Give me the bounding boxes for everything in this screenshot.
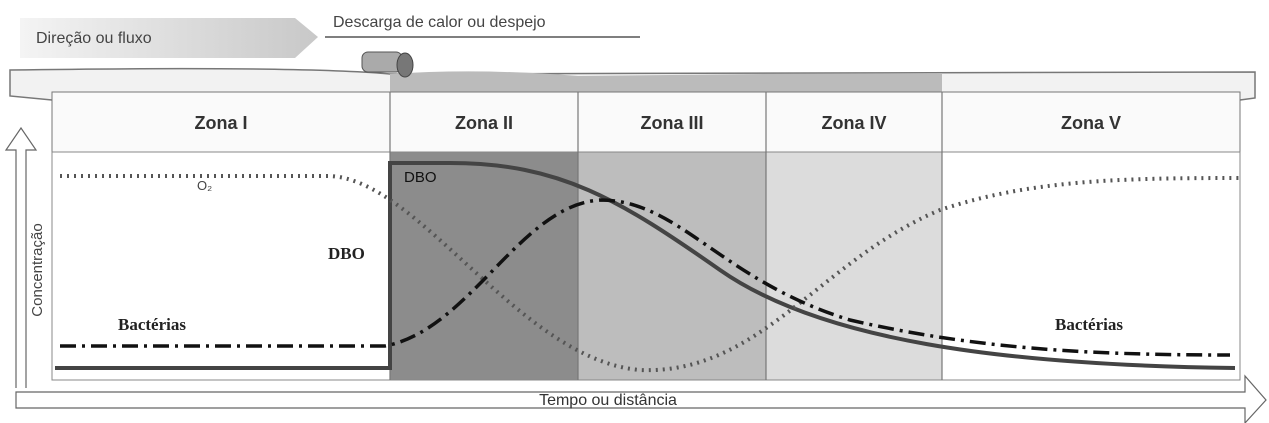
bacteria-curve xyxy=(60,198,1231,357)
zone-shade xyxy=(578,152,766,380)
zone-label: Zona I xyxy=(195,113,248,133)
y-axis-label: Concentração xyxy=(29,223,46,316)
sediment xyxy=(390,71,942,92)
x-axis-label: Tempo ou distância xyxy=(539,392,677,409)
pipe-outlet xyxy=(396,52,414,78)
zone-shade xyxy=(390,152,578,380)
zone-label: Zona II xyxy=(455,113,513,133)
pipe xyxy=(361,51,403,73)
x-axis-arrow xyxy=(15,374,1267,423)
o2-curve xyxy=(60,174,1241,373)
zone-label: Zona IV xyxy=(821,113,886,133)
zone-shade xyxy=(766,152,942,380)
discharge-label: Descarga de calor ou despejo xyxy=(333,14,546,31)
dbo-curve xyxy=(55,161,1236,370)
dbo-label: DBO xyxy=(404,169,437,186)
y-axis-arrow xyxy=(4,126,38,388)
zone-label: Zona V xyxy=(1061,113,1121,133)
bacteria-label: Bactérias xyxy=(1055,315,1123,334)
bacteria-label: Bactérias xyxy=(118,315,186,334)
flow-label: Direção ou fluxo xyxy=(36,30,152,47)
dbo-label: DBO xyxy=(328,244,365,263)
plot-frame xyxy=(51,151,1241,381)
o2-label: O₂ xyxy=(197,178,212,193)
flow-arrow xyxy=(20,18,318,58)
zone-label: Zona III xyxy=(641,113,704,133)
